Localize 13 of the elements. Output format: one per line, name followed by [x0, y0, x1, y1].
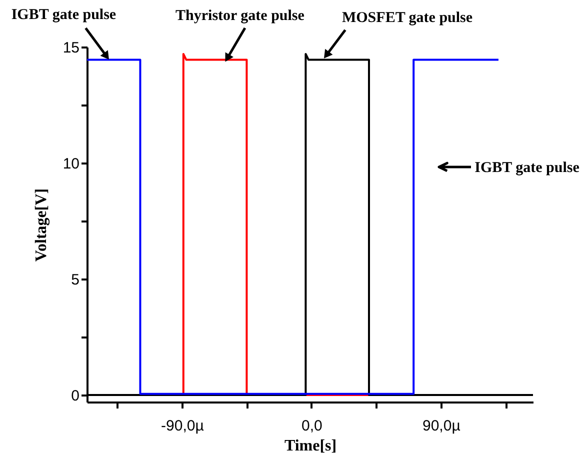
x-tick-label: 0,0	[302, 418, 322, 434]
annotation: Thyristor gate pulse	[176, 8, 305, 24]
y-tick-label: 5	[71, 272, 80, 289]
y-axis-title: Voltage[V]	[32, 188, 50, 262]
x-tick-label: -90,0µ	[161, 418, 204, 434]
y-tick-label: 10	[62, 156, 80, 173]
annotation: MOSFET gate pulse	[342, 10, 473, 26]
annotation: IGBT gate pulse	[474, 160, 580, 176]
annotation: IGBT gate pulse	[11, 7, 116, 24]
y-tick-label: 0	[71, 388, 80, 405]
x-tick-label: 90,0µ	[422, 418, 461, 434]
x-axis-title: Time[s]	[284, 438, 337, 454]
y-tick-label: 15	[62, 40, 80, 56]
